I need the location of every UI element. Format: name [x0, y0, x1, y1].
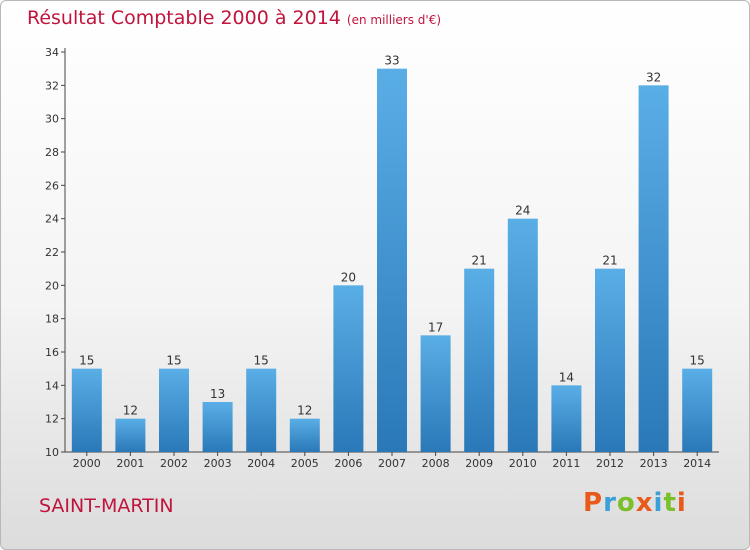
- y-tick-label: 20: [45, 279, 59, 292]
- data-label: 20: [341, 270, 356, 284]
- x-tick-label: 2011: [552, 457, 580, 470]
- data-label: 14: [559, 370, 574, 384]
- data-label: 15: [690, 354, 705, 368]
- y-tick-label: 12: [45, 413, 59, 426]
- bar: [333, 285, 364, 452]
- bar: [507, 218, 538, 452]
- chart-unit: (en milliers d'€): [346, 13, 442, 27]
- logo-letter: t: [663, 488, 677, 518]
- data-label: 33: [384, 54, 399, 68]
- y-tick-label: 10: [45, 446, 59, 459]
- bar: [551, 385, 582, 452]
- bar: [682, 368, 713, 452]
- logo-letter: x: [635, 488, 654, 518]
- y-tick-label: 16: [45, 346, 59, 359]
- chart-title: Résultat Comptable 2000 à 2014 (en millie…: [27, 7, 441, 29]
- x-tick-label: 2003: [204, 457, 232, 470]
- y-tick-label: 26: [45, 179, 59, 192]
- x-tick-label: 2013: [640, 457, 668, 470]
- x-tick-label: 2004: [247, 457, 275, 470]
- data-label: 21: [602, 254, 617, 268]
- bar: [464, 268, 495, 452]
- labels: 2000 15 2001 12 2002 15 2003 13 2004 15 2005 12 2006…: [73, 54, 711, 470]
- y-tick-label: 18: [45, 313, 59, 326]
- x-tick-label: 2010: [509, 457, 537, 470]
- data-label: 24: [515, 204, 530, 218]
- bar: [71, 368, 102, 452]
- x-tick-label: 2008: [422, 457, 450, 470]
- bar: [377, 68, 407, 453]
- x-tick-label: 2001: [116, 457, 144, 470]
- data-label: 12: [297, 404, 312, 418]
- y-tick-label: 14: [45, 379, 59, 392]
- bar: [638, 85, 669, 452]
- data-label: 15: [254, 354, 269, 368]
- bar: [595, 268, 625, 452]
- data-label: 15: [79, 354, 94, 368]
- data-label: 17: [428, 320, 443, 334]
- data-label: 32: [646, 70, 661, 84]
- x-tick-label: 2012: [596, 457, 624, 470]
- logo-letter: i: [676, 488, 687, 518]
- bars: [71, 68, 713, 453]
- bar: [115, 418, 146, 452]
- x-tick-label: 2014: [683, 457, 711, 470]
- x-tick-label: 2009: [465, 457, 493, 470]
- y-tick-label: 22: [45, 246, 59, 259]
- x-tick-label: 2002: [160, 457, 188, 470]
- bar: [159, 368, 189, 452]
- proxiti-logo: Proxiti: [583, 488, 687, 518]
- x-tick-label: 2005: [291, 457, 319, 470]
- data-label: 21: [472, 254, 487, 268]
- data-label: 13: [210, 387, 225, 401]
- logo-letter: r: [603, 488, 617, 518]
- x-tick-label: 2006: [334, 457, 362, 470]
- data-label: 12: [123, 404, 138, 418]
- logo-letter: P: [583, 488, 604, 518]
- bar: [246, 368, 277, 452]
- logo-letter: o: [616, 488, 636, 518]
- commune-name: SAINT-MARTIN: [39, 495, 174, 517]
- y-tick-label: 30: [45, 113, 59, 126]
- bar: [202, 402, 233, 452]
- x-tick-label: 2007: [378, 457, 406, 470]
- y-tick-label: 24: [45, 213, 59, 226]
- logo-letter: i: [653, 488, 664, 518]
- x-tick-label: 2000: [73, 457, 101, 470]
- y-tick-label: 28: [45, 146, 59, 159]
- data-label: 15: [166, 354, 181, 368]
- y-tick-label: 32: [45, 79, 59, 92]
- chart-title-text: Résultat Comptable 2000 à 2014: [27, 7, 341, 29]
- bar: [289, 418, 320, 452]
- y-tick-label: 34: [45, 46, 59, 59]
- bar: [420, 335, 451, 452]
